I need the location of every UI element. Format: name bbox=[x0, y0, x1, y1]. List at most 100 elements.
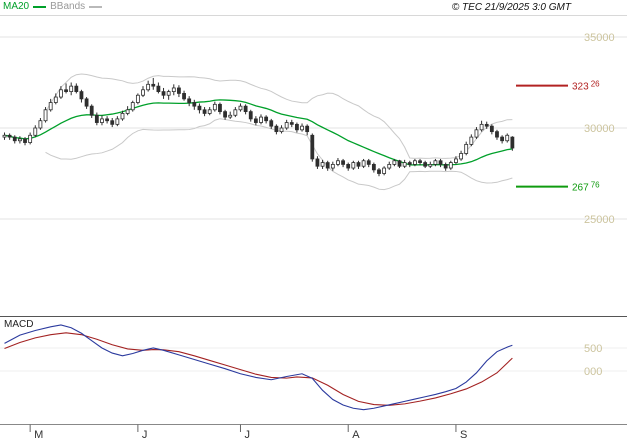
candle-body bbox=[233, 109, 238, 116]
candle-body bbox=[392, 160, 397, 165]
candle-body bbox=[120, 113, 125, 120]
candle-body bbox=[464, 143, 469, 154]
candle-body bbox=[459, 153, 463, 160]
legend: MA20 BBands bbox=[3, 1, 103, 12]
candle-body bbox=[382, 167, 387, 174]
bbands-line-sample bbox=[89, 5, 103, 8]
resistance-level-label: 323 26 bbox=[572, 80, 600, 93]
candle-body bbox=[53, 96, 58, 103]
candle-body bbox=[59, 89, 63, 98]
candle-body bbox=[305, 125, 310, 133]
candle-body bbox=[351, 162, 356, 169]
candle-body bbox=[48, 102, 53, 111]
candle-body bbox=[74, 85, 79, 92]
candle-body bbox=[79, 91, 84, 100]
macd-panel-label: MACD bbox=[4, 319, 34, 330]
candle-body bbox=[187, 98, 192, 103]
candle-body bbox=[484, 123, 489, 127]
candle-body bbox=[23, 138, 27, 143]
candle-body bbox=[325, 162, 330, 169]
candle-body bbox=[259, 116, 263, 123]
candle-body bbox=[161, 91, 166, 96]
candle-body bbox=[346, 163, 351, 169]
macd-axis-label: 000 bbox=[584, 366, 602, 378]
candle-body bbox=[228, 114, 233, 118]
candle-body bbox=[69, 85, 74, 92]
candle-body bbox=[500, 136, 505, 142]
candle-body bbox=[89, 105, 94, 116]
candle-body bbox=[284, 122, 289, 129]
macd-line bbox=[4, 324, 513, 411]
candle-body bbox=[43, 109, 48, 122]
candle-body bbox=[279, 127, 284, 133]
candle-body bbox=[495, 131, 499, 138]
candle-body bbox=[433, 160, 438, 165]
month-label: M bbox=[34, 429, 43, 440]
candle-body bbox=[448, 162, 453, 169]
candle-body bbox=[315, 158, 320, 167]
legend-bbands-label: BBands bbox=[50, 1, 86, 12]
candle-body bbox=[289, 122, 294, 125]
copyright-text: © TEC 21/9/2025 3:0 GMT bbox=[451, 2, 571, 13]
candle-body bbox=[269, 120, 274, 127]
candle-body bbox=[100, 118, 104, 123]
support-level-label: 267 76 bbox=[572, 181, 600, 194]
candle-body bbox=[197, 105, 202, 111]
candle-body bbox=[125, 109, 130, 114]
candle-body bbox=[38, 120, 43, 129]
candle-body bbox=[371, 163, 376, 171]
candle-body bbox=[489, 125, 494, 133]
candle-body bbox=[28, 134, 33, 143]
candle-body bbox=[64, 89, 68, 92]
candle-body bbox=[428, 163, 433, 167]
candle-body bbox=[295, 123, 299, 131]
candle-body bbox=[397, 160, 402, 167]
candle-body bbox=[94, 114, 99, 123]
candle-body bbox=[84, 98, 89, 107]
candle-body bbox=[105, 118, 109, 122]
candle-body bbox=[166, 91, 171, 96]
candle-body bbox=[418, 160, 422, 163]
month-label: J bbox=[244, 429, 250, 440]
candle-body bbox=[33, 127, 38, 136]
candle-body bbox=[135, 94, 140, 103]
month-label: A bbox=[352, 429, 360, 440]
bollinger-lower-band bbox=[45, 118, 513, 191]
candle-body bbox=[171, 87, 176, 92]
price-axis-label: 25000 bbox=[584, 214, 615, 226]
candle-body bbox=[336, 160, 340, 165]
candle-body bbox=[218, 103, 222, 113]
candle-body bbox=[223, 111, 227, 118]
bollinger-upper-band bbox=[45, 73, 513, 159]
candle-body bbox=[274, 125, 279, 133]
candle-body bbox=[238, 105, 243, 111]
candle-body bbox=[438, 160, 443, 165]
candle-body bbox=[387, 163, 392, 169]
candle-body bbox=[151, 83, 156, 87]
price-axis-label: 30000 bbox=[584, 123, 615, 135]
candle-body bbox=[207, 109, 212, 114]
candle-body bbox=[264, 116, 269, 122]
macd-axis-label: 500 bbox=[584, 343, 602, 355]
candle-body bbox=[212, 103, 217, 111]
candle-body bbox=[300, 125, 304, 131]
candle-body bbox=[192, 102, 197, 107]
candle-body bbox=[479, 123, 484, 131]
candle-body bbox=[156, 85, 161, 92]
candle-body bbox=[412, 160, 417, 165]
candle-body bbox=[12, 136, 17, 142]
candle-body bbox=[248, 111, 253, 120]
candle-body bbox=[377, 169, 381, 174]
macd-signal-line bbox=[4, 332, 513, 406]
candle-body bbox=[202, 109, 207, 114]
legend-ma20-label: MA20 bbox=[3, 1, 30, 12]
candle-body bbox=[177, 87, 181, 94]
candle-body bbox=[243, 105, 248, 113]
candle-body bbox=[505, 134, 510, 142]
candle-body bbox=[141, 89, 145, 96]
candle-body bbox=[474, 129, 479, 138]
candle-body bbox=[115, 118, 120, 125]
candle-body bbox=[407, 162, 412, 165]
candle-body bbox=[130, 102, 135, 111]
